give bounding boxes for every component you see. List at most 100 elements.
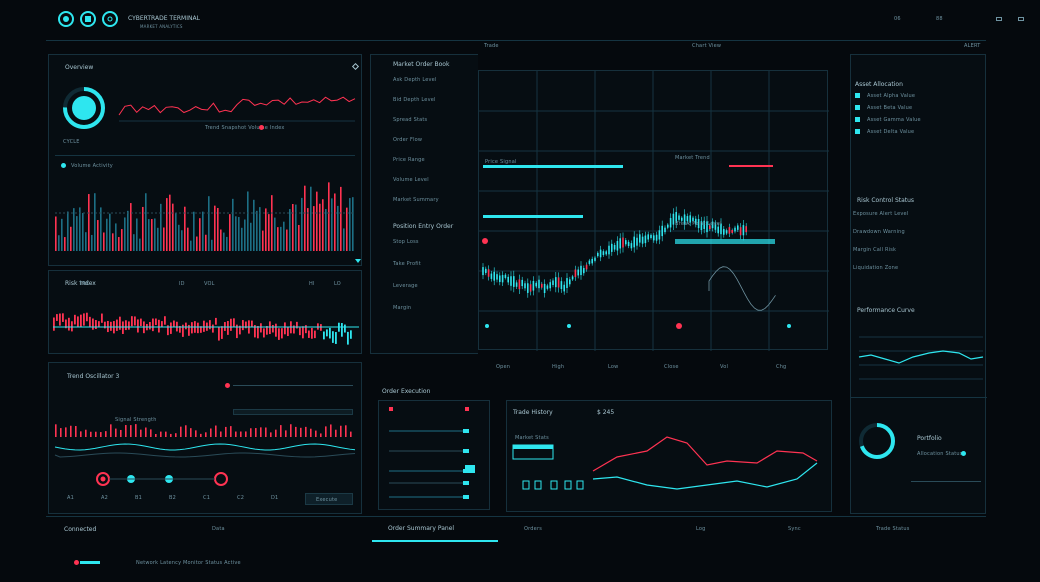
risk-bar [287,327,289,337]
candle-body [608,245,610,255]
oscillator-footer-label: B2 [169,495,177,501]
candle-body [527,283,529,293]
allocation-swatch [855,93,860,98]
volume-bar [184,206,186,251]
oscillator-controls[interactable] [89,471,229,487]
position-entry-row[interactable]: Margin [393,305,412,311]
allocation-row[interactable]: Asset Gamma Value [867,117,921,123]
tab-trade[interactable]: Trade [484,43,499,49]
oscillator-panel: Trend Oscillator 3 Signal Strength A1 A2 B… [48,362,362,514]
volume-bar [199,218,201,251]
candle-body [619,238,621,249]
oscillator-bar [245,431,247,437]
risk-bar [182,324,184,337]
risk-bar [236,324,238,339]
order-book-row[interactable]: Bid Depth Level [393,97,436,103]
order-book-row[interactable]: Market Summary [393,197,439,203]
execute-label: Execute [316,497,338,503]
order-book-row[interactable]: Order Flow [393,137,423,143]
oscillator-bar [335,429,337,437]
allocation-row[interactable]: Asset Delta Value [867,129,915,135]
candle-body [678,215,680,220]
volume-bar [130,203,132,251]
top-label-1: 06 [894,16,901,22]
volume-bar [328,182,330,251]
scroll-down-icon[interactable] [355,259,361,263]
volume-bar [235,216,237,251]
shield-icon[interactable] [80,11,96,27]
risk-bar [332,331,334,343]
order-execution-panel [378,400,490,510]
minimize-icon[interactable] [996,17,1002,21]
main-chart-footer: Open High Low Close Vol Chg [480,364,826,372]
execute-button[interactable]: Execute [305,493,353,505]
risk-alert-row[interactable]: Drawdown Warning [853,229,905,235]
expand-icon[interactable] [351,62,360,71]
risk-bar [293,325,295,334]
allocation-rows: Asset Alpha Value Asset Beta Value Asset G… [855,93,983,177]
oscillator-slider[interactable] [233,385,353,386]
order-book-row[interactable]: Volume Level [393,177,429,183]
volume-bar [319,203,321,251]
close-icon[interactable] [1018,17,1024,21]
home-icon[interactable] [58,11,74,27]
candle-body [695,218,697,225]
candle-body [692,217,694,222]
status-tab-orders[interactable]: Orders [524,526,543,532]
candle-body [510,276,512,286]
candle-body [529,284,532,292]
allocation-row[interactable]: Asset Beta Value [867,105,913,111]
position-entry-row[interactable]: Leverage [393,283,418,289]
center-alert: ALERT [964,43,981,49]
status-tab-data[interactable]: Data [212,526,225,532]
volume-bar [265,208,267,251]
position-entry-row[interactable]: Stop Loss [393,239,419,245]
volume-bar [337,205,339,251]
oscillator-bar [155,433,157,437]
risk-bar [209,320,211,330]
oscillator-bar [260,427,262,437]
candle-body [669,218,672,228]
candle-body [639,234,641,243]
tab-chart-view[interactable]: Chart View [692,43,722,49]
volume-bar [244,219,246,251]
execution-tick [463,481,469,485]
candle-body [633,236,635,248]
portfolio-divider [851,397,987,398]
risk-bar [95,320,97,330]
risk-bar [284,322,286,335]
order-book-row[interactable]: Price Range [393,157,425,163]
order-summary-tab[interactable]: Order Summary Panel [372,520,498,542]
portfolio-caption: Allocation Status [917,451,963,457]
risk-alert-row[interactable]: Exposure Alert Level [853,211,909,217]
allocation-row[interactable]: Asset Alpha Value [867,93,916,99]
status-tab-log[interactable]: Log [696,526,706,532]
volume-bars [55,182,355,251]
candle-body [641,236,644,244]
risk-alert-row[interactable]: Liquidation Zone [853,265,899,271]
risk-bar [311,327,313,339]
oscillator-bar [185,425,187,437]
history-thumb [512,444,554,460]
candle-body [538,279,540,289]
risk-bar [110,321,112,331]
candle-body [709,225,711,230]
execution-tick [463,469,469,473]
settings-icon[interactable] [102,11,118,27]
oscillator-bar [275,429,277,437]
candle-body [515,282,518,287]
candle-body [711,221,714,229]
order-book-row[interactable]: Spread Stats [393,117,428,123]
trend-path [118,96,356,116]
risk-label-1: TRK [79,281,90,287]
candle-body [485,268,487,274]
allocation-swatch [855,105,860,110]
volume-bar [268,214,270,251]
risk-label-2: ID [179,281,185,287]
oscillator-footer-label: A2 [101,495,109,501]
position-entry-row[interactable]: Take Profit [393,261,421,267]
portfolio-ring [859,423,895,459]
risk-alert-row[interactable]: Margin Call Risk [853,247,897,253]
range-track[interactable] [233,409,353,415]
order-book-row[interactable]: Ask Depth Level [393,77,437,83]
